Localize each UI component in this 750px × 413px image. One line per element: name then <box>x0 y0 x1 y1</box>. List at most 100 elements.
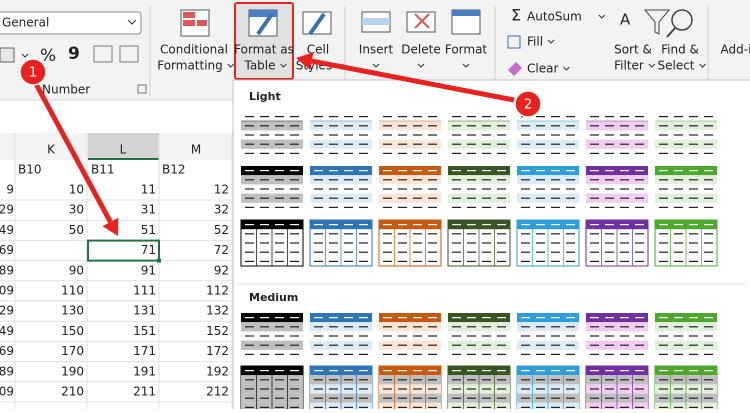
cell-styles-icon <box>302 11 332 36</box>
arrow-shaft <box>311 58 515 103</box>
thumb-band <box>655 313 717 323</box>
table-style-thumbnail[interactable] <box>379 112 441 158</box>
table-style-thumbnail[interactable] <box>241 313 303 359</box>
conditional-formatting-icon <box>180 9 210 37</box>
find-icon <box>671 9 693 31</box>
cell: 152 <box>206 324 229 338</box>
table-style-thumbnail[interactable] <box>310 112 372 158</box>
increase-decimal-icon[interactable] <box>93 45 113 63</box>
table-style-thumbnail[interactable] <box>655 112 717 158</box>
number-format-box[interactable] <box>0 11 142 35</box>
cell: B11 <box>91 163 115 177</box>
table-style-thumbnail[interactable] <box>448 313 510 359</box>
cell: 50 <box>69 223 84 237</box>
thumb-band <box>655 193 717 203</box>
button-label[interactable]: Select <box>657 59 694 73</box>
accounting-icon[interactable] <box>0 47 15 63</box>
table-style-thumbnail[interactable] <box>379 166 441 212</box>
cell: 89 <box>0 364 14 378</box>
chevron <box>462 63 470 68</box>
table-style-thumbnail[interactable] <box>655 166 717 212</box>
thumb-band <box>310 139 372 149</box>
thumb-band <box>517 322 579 332</box>
thumb-band <box>586 313 648 323</box>
thumb-band <box>448 313 510 323</box>
table-style-thumbnail[interactable] <box>516 219 580 267</box>
table-style-thumbnail[interactable] <box>378 219 442 267</box>
table-style-thumbnail[interactable] <box>586 166 648 212</box>
button-label[interactable]: Format <box>445 43 488 57</box>
table-style-thumbnail[interactable] <box>241 112 303 158</box>
button-label[interactable]: AutoSum <box>527 10 582 24</box>
button-label[interactable]: Table <box>243 59 275 73</box>
cell: 171 <box>133 344 156 358</box>
table-style-thumbnail[interactable] <box>447 219 511 267</box>
thumb-band <box>448 121 510 131</box>
table-style-thumbnail[interactable] <box>310 313 372 359</box>
button-label[interactable]: Filter <box>614 59 644 73</box>
table-style-thumbnail[interactable] <box>586 112 648 158</box>
table-style-thumbnail[interactable] <box>585 365 649 413</box>
chevron <box>227 63 235 68</box>
table-style-thumbnail[interactable] <box>654 365 718 413</box>
table-style-thumbnail[interactable] <box>516 365 580 413</box>
table-style-thumbnail[interactable] <box>447 365 511 413</box>
table-style-thumbnail[interactable] <box>586 313 648 359</box>
format-as-table-icon <box>248 9 278 37</box>
button-label[interactable]: Formatting <box>157 59 223 73</box>
cell: 92 <box>214 263 229 277</box>
thumb-band <box>517 166 579 176</box>
table-style-thumbnail[interactable] <box>517 166 579 212</box>
chevron <box>372 63 380 68</box>
thumb-band <box>517 193 579 203</box>
button-label[interactable]: Clear <box>527 62 558 76</box>
decrease-decimal-icon[interactable] <box>119 45 139 63</box>
table-style-thumbnail[interactable] <box>240 219 304 267</box>
thumb-band <box>310 121 372 131</box>
table-style-thumbnail[interactable] <box>585 219 649 267</box>
thumb-band <box>310 175 372 185</box>
cell: 111 <box>133 284 156 298</box>
thumb-band <box>448 175 510 185</box>
button-label[interactable]: Insert <box>359 43 394 57</box>
button-label[interactable]: Delete <box>401 43 440 57</box>
table-style-thumbnail[interactable] <box>517 112 579 158</box>
thumb-band <box>586 322 648 332</box>
table-style-thumbnail[interactable] <box>310 166 372 212</box>
table-style-thumbnail[interactable] <box>240 365 304 413</box>
button-label[interactable]: Conditional <box>160 43 228 57</box>
table-style-thumbnail[interactable] <box>309 365 373 413</box>
table-style-thumbnail[interactable] <box>517 313 579 359</box>
step-badge <box>514 90 542 118</box>
thumb-band <box>310 193 372 203</box>
table-style-thumbnail[interactable] <box>309 219 373 267</box>
table-style-thumbnail[interactable] <box>379 313 441 359</box>
table-style-thumbnail[interactable] <box>655 313 717 359</box>
thumb-band <box>655 166 717 176</box>
table-style-thumbnail[interactable] <box>241 166 303 212</box>
button-label[interactable]: Format as <box>234 43 294 57</box>
button-label[interactable]: Find & <box>661 43 699 57</box>
cell: 210 <box>61 385 84 399</box>
button-label[interactable]: Sort & <box>614 43 652 57</box>
table-style-thumbnail[interactable] <box>448 166 510 212</box>
clear-icon <box>508 62 522 76</box>
percent-icon[interactable]: % <box>40 46 56 66</box>
button-label[interactable]: Add-i <box>721 43 750 57</box>
thumb-band <box>379 121 441 131</box>
thumb-band <box>517 340 579 350</box>
comma-icon[interactable]: 9 <box>68 44 80 64</box>
cell: 72 <box>214 243 229 257</box>
thumb-band <box>586 175 648 185</box>
chevron <box>21 53 29 58</box>
cell: 191 <box>133 364 156 378</box>
table-style-thumbnail[interactable] <box>654 219 718 267</box>
thumb-band <box>241 166 303 176</box>
dialog-launcher[interactable] <box>137 84 147 94</box>
table-style-thumbnail[interactable] <box>378 365 442 413</box>
fill-icon <box>507 35 521 49</box>
button-label[interactable]: Fill <box>527 35 543 49</box>
cell: 170 <box>61 344 84 358</box>
selected-cell <box>87 239 160 262</box>
table-style-thumbnail[interactable] <box>448 112 510 158</box>
